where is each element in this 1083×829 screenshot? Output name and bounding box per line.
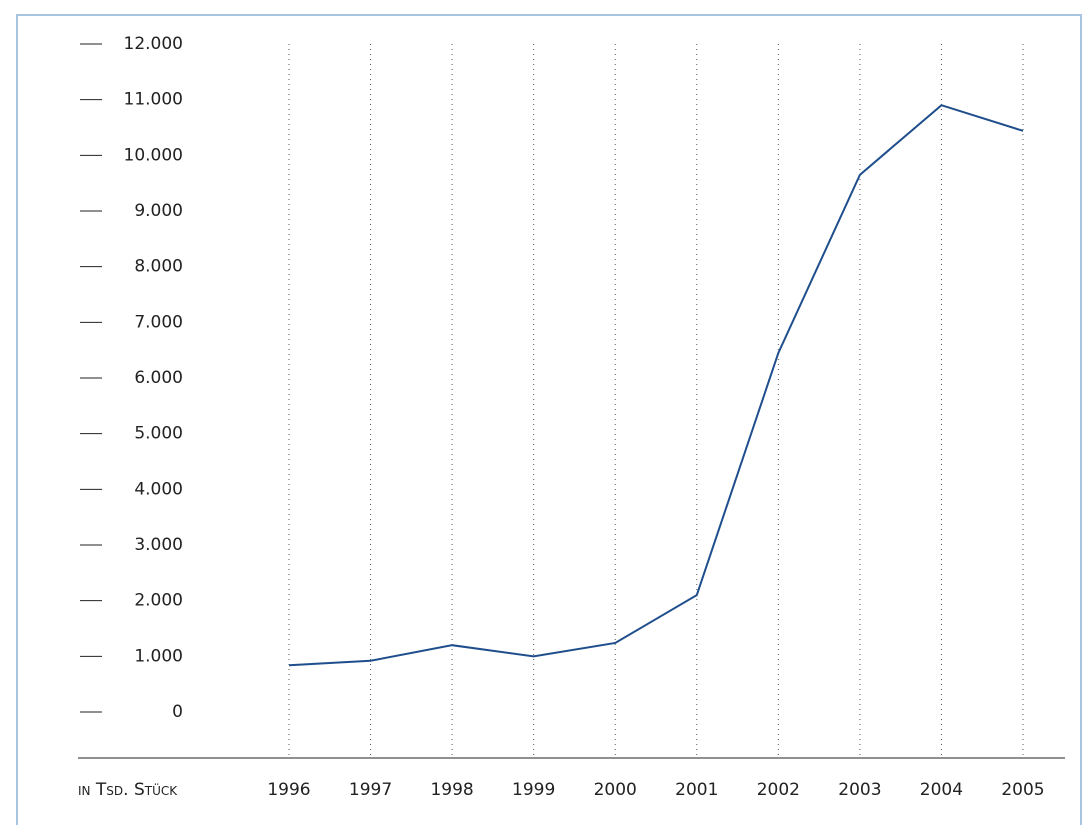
frame [16, 14, 1082, 829]
y-tick-label: 4.000 [134, 479, 183, 499]
x-tick-label: 2002 [757, 780, 800, 800]
y-tick-label: 1.000 [134, 646, 183, 666]
x-tick-label: 2004 [920, 780, 963, 800]
y-tick-label: 12.000 [124, 34, 183, 54]
y-tick-label: 8.000 [134, 257, 183, 277]
x-tick-label: 2001 [675, 780, 718, 800]
x-tick-label: 2005 [1001, 780, 1044, 800]
x-tick-label: 1996 [267, 780, 310, 800]
y-tick-label: 5.000 [134, 424, 183, 444]
x-tick-label: 2003 [838, 780, 881, 800]
x-tick-label: 2000 [594, 780, 637, 800]
x-tick-label: 1998 [430, 780, 473, 800]
y-tick-label: 6.000 [134, 368, 183, 388]
x-tick-label: 1999 [512, 780, 555, 800]
x-tick-label: 1997 [349, 780, 392, 800]
line-series [288, 104, 1024, 667]
y-tick-label: 3.000 [134, 535, 183, 555]
y-tick-label: 0 [172, 702, 183, 722]
y-tick-label: 2.000 [134, 591, 183, 611]
y-axis-unit: in Tsd. Stück [78, 780, 178, 800]
y-tick-label: 9.000 [134, 201, 183, 221]
y-tick-label: 7.000 [134, 312, 183, 332]
y-tick-label: 10.000 [124, 145, 183, 165]
y-tick-label: 11.000 [124, 90, 183, 110]
